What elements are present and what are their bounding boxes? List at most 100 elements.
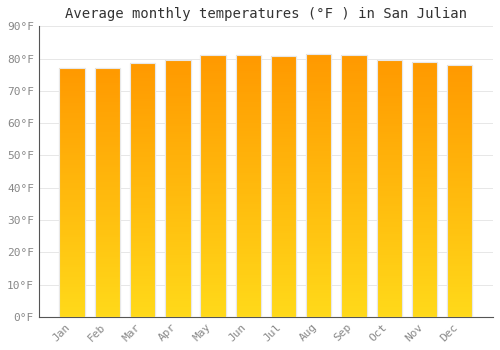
Bar <box>236 102 261 105</box>
Bar <box>342 254 366 257</box>
Bar <box>271 184 296 187</box>
Bar <box>447 118 472 120</box>
Bar <box>271 142 296 145</box>
Bar <box>271 168 296 171</box>
Bar <box>94 247 120 250</box>
Bar <box>376 188 402 191</box>
Bar <box>412 120 437 123</box>
Bar <box>130 218 156 220</box>
Bar <box>60 150 85 153</box>
Bar <box>412 87 437 90</box>
Bar <box>94 312 120 314</box>
Bar <box>200 78 226 81</box>
Bar <box>60 68 85 317</box>
Bar <box>94 165 120 167</box>
Bar <box>236 265 261 267</box>
Bar <box>447 196 472 198</box>
Bar <box>376 281 402 284</box>
Bar <box>236 55 261 317</box>
Bar <box>447 299 472 302</box>
Bar <box>342 246 366 249</box>
Bar <box>165 101 190 103</box>
Bar <box>376 152 402 155</box>
Bar <box>306 217 332 219</box>
Bar <box>236 81 261 84</box>
Bar <box>130 193 156 195</box>
Bar <box>342 275 366 278</box>
Bar <box>412 98 437 100</box>
Bar <box>447 264 472 266</box>
Bar <box>94 307 120 309</box>
Bar <box>94 237 120 239</box>
Bar <box>165 183 190 186</box>
Bar <box>376 168 402 170</box>
Bar <box>94 254 120 257</box>
Bar <box>94 207 120 210</box>
Bar <box>60 68 85 317</box>
Bar <box>200 160 226 162</box>
Bar <box>306 277 332 280</box>
Bar <box>412 184 437 187</box>
Bar <box>130 164 156 167</box>
Bar <box>306 188 332 190</box>
Bar <box>236 225 261 228</box>
Bar <box>200 110 226 113</box>
Bar <box>376 137 402 139</box>
Bar <box>236 272 261 275</box>
Bar <box>236 144 261 147</box>
Bar <box>271 228 296 231</box>
Bar <box>200 168 226 170</box>
Bar <box>342 170 366 173</box>
Bar <box>342 81 366 84</box>
Bar <box>342 207 366 209</box>
Bar <box>447 198 472 201</box>
Bar <box>236 301 261 304</box>
Bar <box>130 284 156 286</box>
Bar <box>306 254 332 256</box>
Bar <box>271 283 296 286</box>
Bar <box>306 282 332 285</box>
Bar <box>342 97 366 99</box>
Bar <box>200 272 226 275</box>
Bar <box>306 164 332 167</box>
Bar <box>306 296 332 299</box>
Bar <box>200 301 226 304</box>
Bar <box>306 80 332 83</box>
Bar <box>306 293 332 296</box>
Bar <box>94 279 120 282</box>
Bar <box>60 245 85 247</box>
Bar <box>342 259 366 262</box>
Bar <box>60 302 85 304</box>
Bar <box>306 112 332 114</box>
Bar <box>447 292 472 294</box>
Bar <box>271 74 296 77</box>
Bar <box>412 256 437 258</box>
Bar <box>342 89 366 92</box>
Bar <box>165 168 190 170</box>
Bar <box>271 176 296 178</box>
Bar <box>60 168 85 170</box>
Bar <box>165 181 190 183</box>
Bar <box>165 134 190 137</box>
Bar <box>271 132 296 134</box>
Bar <box>60 212 85 215</box>
Bar <box>60 153 85 155</box>
Bar <box>130 160 156 162</box>
Bar <box>236 199 261 202</box>
Bar <box>60 267 85 270</box>
Bar <box>376 278 402 281</box>
Bar <box>165 209 190 211</box>
Bar <box>376 75 402 78</box>
Bar <box>130 304 156 307</box>
Bar <box>165 170 190 173</box>
Bar <box>376 276 402 278</box>
Bar <box>447 269 472 271</box>
Bar <box>236 293 261 296</box>
Bar <box>60 93 85 96</box>
Bar <box>376 288 402 291</box>
Bar <box>342 157 366 160</box>
Bar <box>376 108 402 111</box>
Bar <box>94 85 120 88</box>
Bar <box>376 132 402 134</box>
Bar <box>130 109 156 111</box>
